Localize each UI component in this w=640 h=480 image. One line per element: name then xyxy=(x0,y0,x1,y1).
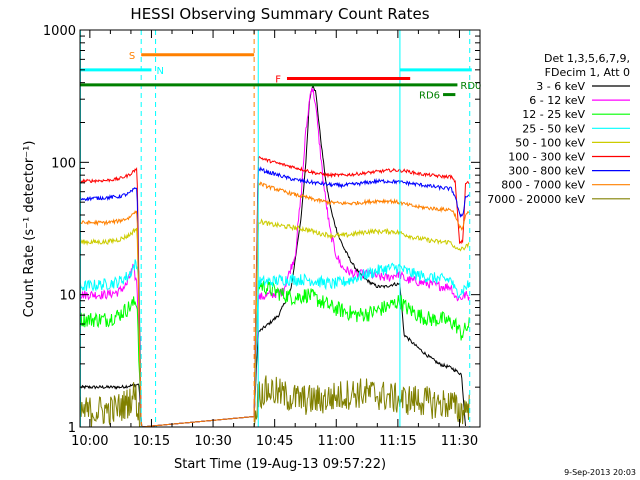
series-layer xyxy=(79,85,470,428)
legend-label-6: 100 - 300 keV xyxy=(508,151,585,164)
x-tick-label-6: 11:15 xyxy=(379,434,416,449)
footer-timestamp: 9-Sep-2013 20:03 xyxy=(564,468,636,477)
legend-label-7: 300 - 800 keV xyxy=(508,165,585,178)
x-tick-label-2: 10:15 xyxy=(133,434,170,449)
x-tick-label-7: 11:30 xyxy=(441,434,478,449)
legend-label-2: 6 - 12 keV xyxy=(529,94,585,107)
legend-label-5: 50 - 100 keV xyxy=(515,136,585,149)
annotation-label-3: F xyxy=(275,75,281,86)
series-line-8 xyxy=(79,181,470,428)
legend-label-9: 7000 - 20000 keV xyxy=(487,193,585,206)
annotation-label-4: RD0 xyxy=(460,81,481,92)
y-tick-label-1: 1 xyxy=(68,421,76,436)
y-tick-label-3: 100 xyxy=(51,156,76,171)
legend-label-4: 25 - 50 keV xyxy=(522,122,585,135)
annotation-label-2: N xyxy=(156,66,163,77)
annotation-label-1: S xyxy=(129,51,135,62)
legend-label-3: 12 - 25 keV xyxy=(522,108,585,121)
legend-header-1: Det 1,3,5,6,7,9, xyxy=(544,52,630,65)
plot-frame xyxy=(79,29,481,428)
x-tick-label-4: 10:45 xyxy=(256,434,293,449)
x-tick-label-3: 10:30 xyxy=(194,434,231,449)
annotations-layer: S N F RD0 RD6 xyxy=(80,51,481,102)
legend-label-8: 800 - 7000 keV xyxy=(501,179,585,192)
x-tick-label-5: 11:00 xyxy=(318,434,355,449)
annotation-label-5: RD6 xyxy=(419,91,440,102)
axes-layer: 10:00 10:15 10:30 10:45 11:00 11:15 11:30 1 10 10… xyxy=(43,24,481,449)
x-axis-label: Start Time (19-Aug-13 09:57:22) xyxy=(174,457,386,472)
y-tick-label-4: 1000 xyxy=(43,24,76,39)
legend-header-2: FDecim 1, Att 0 xyxy=(545,66,630,79)
y-axis-label: Count Rate (s⁻¹ detector⁻¹) xyxy=(22,141,37,318)
chart-title: HESSI Observing Summary Count Rates xyxy=(130,5,429,23)
x-tick-label-1: 10:00 xyxy=(71,434,108,449)
y-tick-label-2: 10 xyxy=(59,289,76,304)
legend-label-1: 3 - 6 keV xyxy=(536,80,585,93)
legend: Det 1,3,5,6,7,9,FDecim 1, Att 03 - 6 keV… xyxy=(487,52,630,206)
